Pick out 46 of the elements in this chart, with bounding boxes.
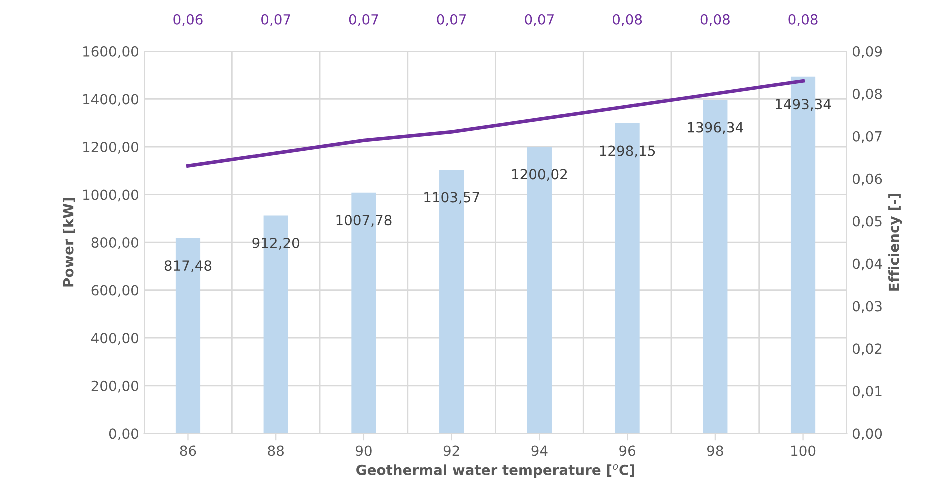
y-tick-label: 200,00 <box>92 380 139 393</box>
data-label: 0,08 <box>700 14 730 26</box>
x-axis-title: Geothermal water temperature [$^{o}$C] <box>356 464 634 478</box>
y2-tick-label: 0,00 <box>852 428 882 441</box>
data-label: 1200,02 <box>512 169 568 182</box>
data-label: 0,08 <box>788 14 818 26</box>
data-label: 1007,78 <box>336 215 392 228</box>
x-tick-label: 86 <box>180 446 196 456</box>
data-label: 0,07 <box>525 14 554 26</box>
y2-tick-label: 0,01 <box>852 386 882 398</box>
y-tick-label: 1200,00 <box>84 142 139 154</box>
x-tick-label: 90 <box>356 446 372 456</box>
y2-tick-label: 0,02 <box>852 344 882 356</box>
y-tick-label: 800,00 <box>92 238 139 250</box>
y-tick-label: 600,00 <box>92 285 139 298</box>
x-tick-label: 88 <box>268 446 284 456</box>
x-tick-label: 94 <box>532 446 548 456</box>
y2-tick-label: 0,07 <box>852 131 882 144</box>
y-tick-label: 0,00 <box>109 428 139 441</box>
y-axis-title: Power [kW] <box>63 198 76 287</box>
data-label: 1298,15 <box>600 146 656 158</box>
data-label: 1396,34 <box>688 122 744 134</box>
data-label: 817,48 <box>164 260 212 272</box>
y-tick-label: 400,00 <box>92 333 139 345</box>
y2-tick-label: 0,03 <box>852 301 882 314</box>
y2-tick-label: 0,06 <box>852 174 882 186</box>
y2-tick-label: 0,08 <box>852 88 882 101</box>
y2-tick-label: 0,05 <box>852 216 882 228</box>
data-label: 0,08 <box>613 14 642 26</box>
y-tick-label: 1600,00 <box>84 46 139 58</box>
x-tick-label: 96 <box>620 446 636 456</box>
data-label: 1493,34 <box>776 99 832 112</box>
x-tick-label: 98 <box>707 446 724 456</box>
y-tick-label: 1000,00 <box>84 190 139 202</box>
data-label: 0,07 <box>437 14 466 26</box>
y2-axis-title: Efficiency [-] <box>888 194 902 291</box>
data-label: 912,20 <box>252 238 300 250</box>
y2-tick-label: 0,04 <box>852 258 882 271</box>
y2-tick-label: 0,09 <box>852 46 882 58</box>
data-label: 0,07 <box>349 14 378 26</box>
data-label: 1103,57 <box>424 192 480 204</box>
data-label: 0,06 <box>174 14 203 26</box>
x-tick-label: 92 <box>444 446 460 456</box>
y-tick-label: 1400,00 <box>84 94 139 106</box>
data-label: 0,07 <box>262 14 290 26</box>
x-tick-label: 100 <box>792 446 816 456</box>
